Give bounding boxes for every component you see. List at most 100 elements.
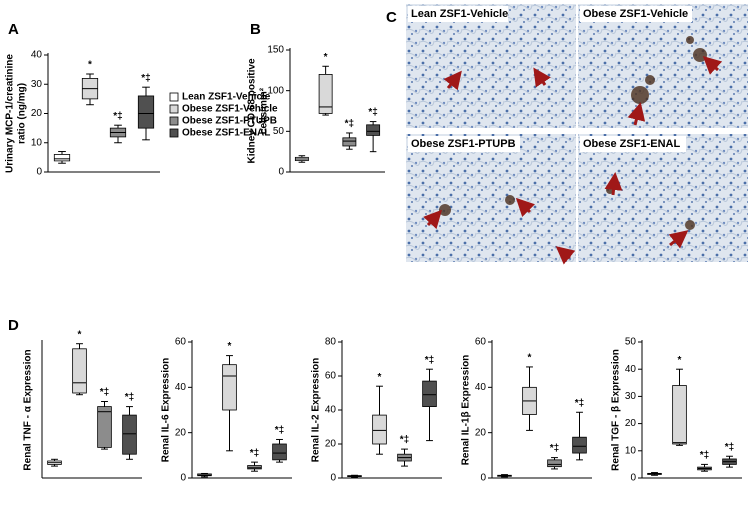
y-tick-label: 60 (175, 337, 187, 348)
significance: *‡ (345, 119, 354, 130)
significance: * (78, 329, 82, 340)
significance: *‡ (125, 392, 134, 403)
significance: * (88, 60, 92, 71)
micrograph (406, 134, 576, 262)
significance: *‡ (113, 111, 122, 122)
significance: * (228, 341, 232, 352)
y-tick-label: 10 (625, 445, 637, 456)
y-tick-label: 0 (480, 473, 486, 484)
box (547, 459, 562, 468)
y-axis-label: Renal IL-2 Expression (311, 358, 322, 462)
label-bg (580, 136, 686, 152)
box (318, 74, 333, 114)
y-tick-label: 20 (325, 439, 337, 450)
y-tick-label: 60 (475, 337, 487, 348)
micrograph-label: Obese ZSF1-PTUPB (411, 138, 516, 150)
box (272, 443, 287, 461)
box (572, 436, 587, 454)
box (97, 406, 112, 448)
box (222, 364, 237, 411)
y-tick-label: 40 (31, 50, 43, 61)
significance: *‡ (575, 398, 584, 409)
y-tick-label: 150 (267, 45, 284, 56)
y-tick-label: 20 (475, 427, 487, 438)
significance: *‡ (100, 387, 109, 398)
box (422, 380, 437, 408)
y-tick-label: 40 (475, 382, 487, 393)
y-tick-label: 30 (31, 79, 43, 90)
y-tick-label: 100 (267, 85, 284, 96)
y-tick-label: 20 (175, 427, 187, 438)
box (366, 124, 381, 136)
significance: * (324, 52, 328, 63)
legend-swatch (169, 92, 179, 102)
panel-letter: A (8, 21, 19, 38)
y-axis-label: cells/mm² (259, 87, 270, 134)
box (72, 348, 87, 394)
legend-label: Obese ZSF1-Vehicle (182, 104, 278, 115)
y-tick-label: 0 (36, 167, 42, 178)
box (247, 465, 262, 470)
significance: *‡ (141, 73, 150, 84)
y-tick-label: 40 (175, 382, 187, 393)
panel-letter: C (386, 9, 397, 26)
label-bg (408, 6, 508, 22)
legend-swatch (169, 128, 179, 138)
y-tick-label: 0 (330, 473, 336, 484)
significance: * (378, 372, 382, 383)
y-axis-label: Renal TNF - α Expression (23, 349, 34, 470)
significance: * (528, 353, 532, 364)
box (137, 95, 155, 129)
y-tick-label: 0 (180, 473, 186, 484)
y-tick-label: 40 (625, 364, 637, 375)
label-bg (580, 6, 692, 22)
arrows (423, 55, 723, 265)
panel-letter: B (250, 21, 261, 38)
significance: *‡ (550, 443, 559, 454)
y-axis-label: ratio (ng/mg) (17, 83, 28, 144)
legend-swatch (169, 116, 179, 126)
y-tick-label: 80 (325, 337, 337, 348)
significance: *‡ (368, 107, 377, 118)
y-tick-label: 30 (625, 391, 637, 402)
significance: *‡ (400, 435, 409, 446)
box (672, 385, 687, 445)
legend-label: Obese ZSF1-ENAL (182, 128, 270, 139)
y-tick-label: 20 (625, 418, 637, 429)
micrograph-label: Obese ZSF1-Vehicle (583, 8, 688, 20)
y-tick-label: 50 (273, 126, 285, 137)
y-tick-label: 60 (325, 371, 337, 382)
micrograph-label: Obese ZSF1-ENAL (583, 138, 680, 150)
significance: *‡ (700, 450, 709, 461)
y-axis-label: Renal IL-6 Expression (161, 358, 172, 462)
y-tick-label: 40 (325, 405, 337, 416)
box (342, 137, 357, 147)
significance: *‡ (725, 442, 734, 453)
significance: *‡ (250, 448, 259, 459)
y-tick-label: 0 (278, 167, 284, 178)
y-axis-label: Urinary MCP-1/creatinine (5, 54, 16, 173)
legend-label: Obese ZSF1-PTUPB (182, 116, 277, 127)
legend-label: Lean ZSF1-Vehicle (182, 92, 271, 103)
y-tick-label: 0 (630, 473, 636, 484)
y-axis-label: Renal TGF - β Expression (611, 349, 622, 471)
y-axis-label: Kidney CD 68 positive (247, 58, 258, 163)
box (122, 414, 137, 455)
micrograph (406, 4, 576, 128)
y-axis-label: Renal IL-1β Expression (461, 355, 472, 466)
significance: *‡ (275, 425, 284, 436)
micrograph (578, 134, 748, 262)
significance: * (678, 355, 682, 366)
y-tick-label: 10 (31, 137, 43, 148)
box (53, 154, 71, 162)
y-tick-label: 50 (625, 337, 637, 348)
micrographs: Lean ZSF1-Vehicle Obese ZSF1-Vehicle Obe… (406, 4, 748, 265)
micrograph (578, 4, 748, 128)
box (372, 414, 387, 445)
legend-swatch (169, 104, 179, 114)
label-bg (408, 136, 520, 152)
significance: *‡ (425, 355, 434, 366)
y-tick-label: 20 (31, 108, 43, 119)
